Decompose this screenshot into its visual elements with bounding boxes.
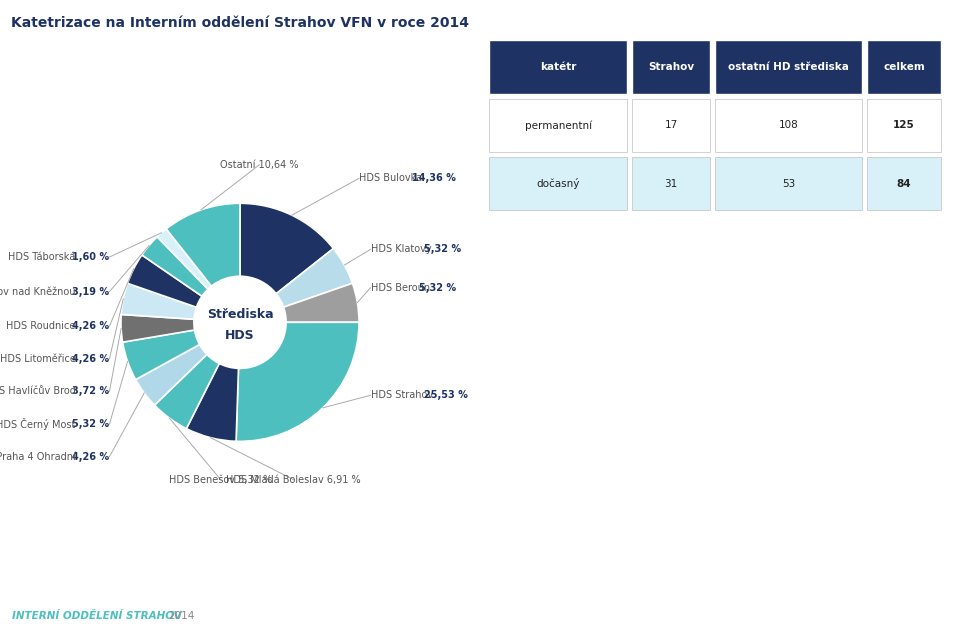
Bar <box>715 157 862 210</box>
Text: 4,26 %: 4,26 % <box>72 321 109 331</box>
Text: dočasný: dočasný <box>537 178 580 190</box>
Text: 4,26 %: 4,26 % <box>72 354 109 364</box>
Wedge shape <box>135 344 207 405</box>
Bar <box>490 40 628 94</box>
Text: 84: 84 <box>897 179 911 189</box>
Text: HDS Klatovy: HDS Klatovy <box>371 245 434 254</box>
Text: HDS Roudnice: HDS Roudnice <box>6 321 79 331</box>
Text: HDS Praha 4 Ohradní: HDS Praha 4 Ohradní <box>0 452 79 462</box>
Text: 4,26 %: 4,26 % <box>72 452 109 462</box>
Text: Strahov: Strahov <box>648 62 694 72</box>
Bar <box>490 157 628 210</box>
Wedge shape <box>166 204 240 286</box>
Text: 3,72 %: 3,72 % <box>72 386 109 396</box>
Text: Ostatní 10,64 %: Ostatní 10,64 % <box>220 160 299 170</box>
Text: 3,19 %: 3,19 % <box>72 286 109 296</box>
Bar <box>715 40 862 94</box>
Text: HDS Havlíčův Brod: HDS Havlíčův Brod <box>0 386 79 396</box>
Wedge shape <box>155 355 219 428</box>
Text: 17: 17 <box>664 120 678 130</box>
Text: HDS Táborská: HDS Táborská <box>8 252 79 262</box>
Text: 53: 53 <box>782 179 796 189</box>
Text: 2014: 2014 <box>168 611 194 621</box>
Bar <box>632 99 710 152</box>
Wedge shape <box>142 237 208 296</box>
Text: HDS Strahov: HDS Strahov <box>371 391 436 400</box>
Text: katétr: katétr <box>540 62 577 72</box>
Bar <box>632 40 710 94</box>
Wedge shape <box>276 248 352 307</box>
Wedge shape <box>283 283 359 322</box>
Text: 5,32 %: 5,32 % <box>423 245 461 254</box>
Text: HDS Benešov 5,32 %: HDS Benešov 5,32 % <box>169 475 273 485</box>
Text: INTERNÍ ODDĚLENÍ STRAHOV: INTERNÍ ODDĚLENÍ STRAHOV <box>12 611 181 621</box>
Wedge shape <box>128 255 202 307</box>
Text: 5,32 %: 5,32 % <box>420 283 456 293</box>
Wedge shape <box>236 322 359 441</box>
Text: HDS Rychnov nad Kněžnou: HDS Rychnov nad Kněžnou <box>0 286 79 297</box>
Text: 14,36 %: 14,36 % <box>412 173 456 183</box>
Text: 1,60 %: 1,60 % <box>72 252 109 262</box>
Wedge shape <box>240 204 333 294</box>
Text: HDS Litoměřice: HDS Litoměřice <box>0 354 79 364</box>
Bar <box>490 99 628 152</box>
Bar <box>867 40 941 94</box>
Text: 108: 108 <box>779 120 799 130</box>
Wedge shape <box>186 363 238 441</box>
Text: 5,32 %: 5,32 % <box>72 419 109 429</box>
Text: ostatní HD střediska: ostatní HD střediska <box>729 62 850 72</box>
Wedge shape <box>121 315 195 342</box>
Text: Střediska: Střediska <box>206 308 274 321</box>
Text: celkem: celkem <box>883 62 924 72</box>
Text: HDS: HDS <box>226 329 254 343</box>
Text: permanentní: permanentní <box>525 120 592 131</box>
Wedge shape <box>157 229 211 289</box>
Text: HDS Bulovka: HDS Bulovka <box>359 173 425 183</box>
Bar <box>715 99 862 152</box>
Wedge shape <box>123 330 200 380</box>
Text: Katetrizace na Interním oddělení Strahov VFN v roce 2014: Katetrizace na Interním oddělení Strahov… <box>11 16 469 30</box>
Text: HDS Mladá Boleslav 6,91 %: HDS Mladá Boleslav 6,91 % <box>227 475 361 485</box>
Bar <box>867 157 941 210</box>
Text: 31: 31 <box>664 179 678 189</box>
Text: 25,53 %: 25,53 % <box>423 391 468 400</box>
Wedge shape <box>121 283 197 319</box>
Bar <box>632 157 710 210</box>
Text: 10: 10 <box>919 600 941 615</box>
Text: HDS Černý Most: HDS Černý Most <box>0 418 79 430</box>
Text: HDS Beroun: HDS Beroun <box>371 283 433 293</box>
Text: 125: 125 <box>893 120 915 130</box>
Bar <box>867 99 941 152</box>
